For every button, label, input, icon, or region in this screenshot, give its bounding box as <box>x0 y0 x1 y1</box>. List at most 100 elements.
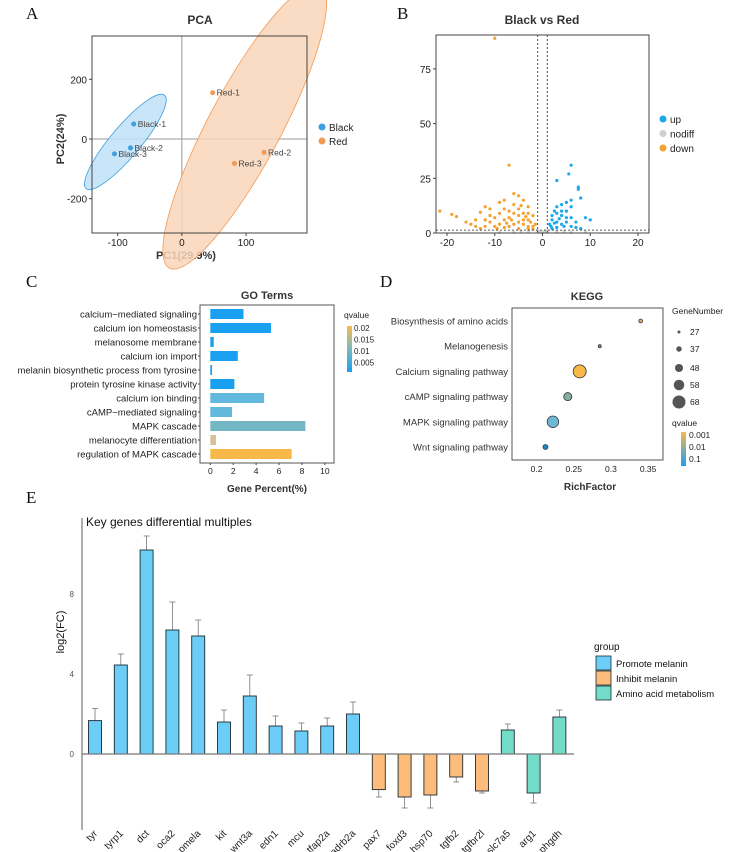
genes-bar <box>88 720 102 755</box>
genes-bar <box>113 664 128 755</box>
genes-bar <box>475 753 489 792</box>
pca-legend-label: Red <box>329 137 347 148</box>
go-xtick-label: 2 <box>231 466 236 476</box>
volcano-point-up <box>550 218 554 222</box>
volcano-point-up <box>579 196 583 200</box>
volcano-point-up <box>555 211 559 215</box>
kegg-qvalue-tick: 0.01 <box>689 442 706 452</box>
volcano-point-down <box>478 227 483 231</box>
genes-xtick-label: tgfbr2l <box>460 828 487 852</box>
genes-ytick-label: 0 <box>70 750 75 759</box>
kegg-size-legend-dot <box>672 395 686 409</box>
genes-xtick-label: hsp70 <box>408 828 435 852</box>
volcano-point-up <box>560 209 564 213</box>
genes-xtick-label: tgfb2 <box>438 828 462 852</box>
volcano-point-down <box>533 222 537 226</box>
volcano-point-up <box>555 178 559 183</box>
volcano-point-up <box>555 225 559 230</box>
volcano-point-down <box>526 218 530 222</box>
volcano-point-down <box>526 227 530 231</box>
go-xtick-label: 4 <box>254 466 259 476</box>
kegg-bubble <box>597 344 602 349</box>
go-qvalue-tick: 0.02 <box>354 324 370 333</box>
volcano-point-down <box>497 200 502 204</box>
volcano-point-up <box>552 221 557 225</box>
volcano-point-nodiff <box>562 230 566 234</box>
kegg-size-legend-label: 68 <box>690 397 700 407</box>
go-qvalue-tick: 0.015 <box>354 336 375 345</box>
volcano-point-down <box>488 207 492 211</box>
go-term-label: calcium−mediated signaling <box>80 310 197 321</box>
volcano-point-down <box>521 222 525 226</box>
volcano-point-nodiff <box>519 230 523 234</box>
volcano-point-up <box>555 205 559 209</box>
volcano-point-up <box>564 200 568 204</box>
pca-point-label: Red-1 <box>217 88 240 98</box>
volcano-point-down <box>519 204 523 208</box>
volcano-point-down <box>493 36 497 40</box>
pca-point <box>231 160 237 166</box>
go-qvalue-tick: 0.01 <box>354 347 370 356</box>
volcano-point-down <box>502 198 506 202</box>
kegg-size-legend-label: 48 <box>690 363 700 373</box>
volcano-point-down <box>517 227 521 231</box>
volcano-point-down <box>505 221 509 225</box>
genes-legend-swatch <box>595 685 612 701</box>
genes-legend-label: Amino acid metabolism <box>616 689 714 700</box>
pca-ellipse-black <box>84 93 167 191</box>
genes-bar <box>526 753 541 794</box>
volcano-point-down <box>509 218 514 222</box>
volcano-point-up <box>574 225 578 230</box>
pca-xtick-label: 0 <box>179 238 185 249</box>
genes-legend-swatch <box>595 670 612 686</box>
genes-xtick-label: kit <box>214 828 229 843</box>
volcano-point-down <box>454 214 459 219</box>
volcano-point-down <box>531 224 535 229</box>
go-term-label: regulation of MAPK cascade <box>77 450 197 461</box>
panel-label-e: E <box>26 488 36 507</box>
volcano-ytick-label: 0 <box>425 229 431 240</box>
genes-bar <box>552 716 567 755</box>
volcano-point-down <box>483 218 487 222</box>
volcano-point-down <box>512 222 516 226</box>
volcano-point-down <box>507 163 511 167</box>
go-bar <box>210 379 235 389</box>
kegg-xtick-label: 0.2 <box>531 464 543 474</box>
pca-title: PCA <box>187 13 213 27</box>
go-qvalue-colorbar <box>347 326 352 372</box>
genes-bar <box>294 730 309 755</box>
kegg-xtick-label: 0.25 <box>565 464 582 474</box>
go-bar <box>210 323 272 333</box>
volcano-point-down <box>438 209 442 213</box>
volcano-point-down <box>517 213 521 218</box>
genes-legend-label: Inhibit melanin <box>616 674 677 685</box>
volcano-point-up <box>560 222 564 226</box>
genes-ytick-label: 8 <box>70 590 75 599</box>
pca-point <box>210 90 216 96</box>
go-bar <box>210 421 306 431</box>
genes-xtick-label: tyrp1 <box>102 828 126 852</box>
kegg-size-legend-dot <box>676 346 682 352</box>
volcano-point-down <box>512 202 516 207</box>
go-bar <box>210 337 214 347</box>
volcano-point-up <box>555 220 559 224</box>
genes-xtick-label: wnt3a <box>228 828 256 852</box>
kegg-qvalue-colorbar <box>681 432 686 466</box>
volcano-point-up <box>569 205 573 209</box>
genes-xtick-label: foxd3 <box>385 828 410 852</box>
go-bar <box>210 351 238 361</box>
volcano-point-up <box>564 216 568 220</box>
go-xtick-label: 10 <box>320 466 330 476</box>
volcano-point-down <box>469 222 473 226</box>
go-xlabel: Gene Percent(%) <box>227 484 307 495</box>
pca-xtick-label: -100 <box>108 238 128 249</box>
pca-point-label: Red-2 <box>268 147 291 157</box>
go-bar <box>210 393 265 403</box>
volcano-point-down <box>521 198 525 202</box>
pca-point-label: Black-2 <box>135 143 164 153</box>
kegg-xtick-label: 0.3 <box>605 464 617 474</box>
volcano-point-down <box>521 218 525 222</box>
genes-ytick-label: 4 <box>70 670 75 679</box>
go-bar <box>210 365 213 375</box>
kegg-pathway-label: Melanogenesis <box>444 342 508 353</box>
